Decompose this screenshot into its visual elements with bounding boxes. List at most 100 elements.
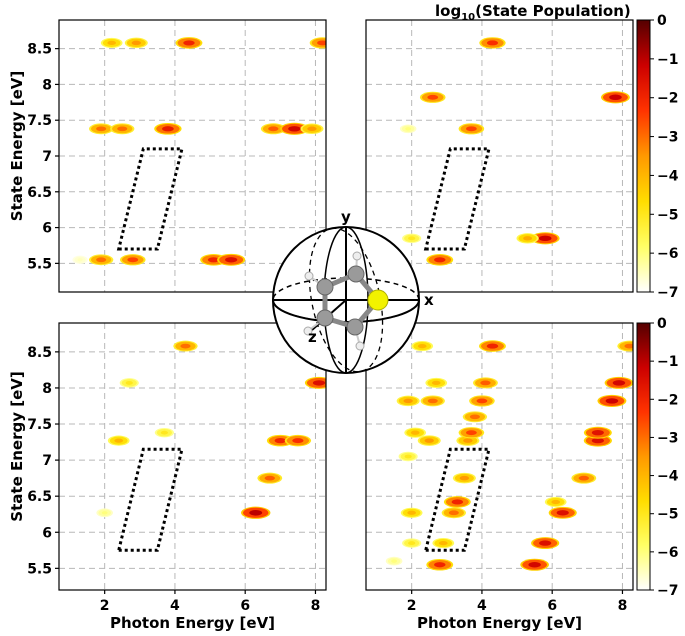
heatmap-spot <box>402 538 422 548</box>
colorbar-tick-label: −6 <box>657 246 678 262</box>
panel-bottom-right: 2 4 6 8 Photon Energy [eV] <box>365 322 634 632</box>
y-tick-label: 6.5 <box>27 185 52 201</box>
hydrogen-atom <box>304 271 314 281</box>
x-tick-label: 8 <box>311 598 321 614</box>
energy-window <box>116 147 184 251</box>
heatmap-spot <box>425 377 448 388</box>
colorbar-tick-label: −6 <box>657 545 678 561</box>
heatmap-spot <box>544 496 567 508</box>
panel-bottom-left: 5.5 6 6.5 7 7.5 8 8.5 2 4 6 8 Photon Energy [eV] Sta… <box>8 322 327 632</box>
grid <box>59 323 326 590</box>
heatmap-spot <box>531 537 560 550</box>
heatmap-spot <box>604 376 633 389</box>
heatmap-spot <box>241 506 271 519</box>
plot-frame <box>365 322 634 591</box>
x-tick-label: 4 <box>477 598 487 614</box>
y-tick-label: 8.5 <box>27 345 52 361</box>
y-tick-label: 5.5 <box>27 256 52 272</box>
heatmap-spot <box>280 122 309 135</box>
heatmap-spot <box>432 538 455 549</box>
colorbar-tick-label: 0 <box>657 316 667 332</box>
heatmap-spot <box>175 37 203 49</box>
colorbar-tick-label: −1 <box>657 354 678 370</box>
hydrogen-atom <box>303 326 313 336</box>
axis-x-label: x <box>424 291 434 309</box>
x-axis-label: Photon Energy [eV] <box>417 614 582 632</box>
heatmap-spot <box>420 395 445 407</box>
heatmap-spot <box>300 123 324 135</box>
x-axis-label: Photon Energy [eV] <box>110 614 275 632</box>
hydrogen-atom <box>352 251 362 261</box>
heatmap-spot <box>469 395 495 407</box>
heatmap-spot <box>571 472 597 484</box>
colorbar-bottom: 0 −1 −2 −3 −4 −5 −6 −7 <box>636 316 679 599</box>
y-tick-label: 6 <box>42 221 52 237</box>
heatmap-spot <box>154 427 174 438</box>
y-tick-label: 6.5 <box>27 489 52 505</box>
y-tick-label: 7.5 <box>27 113 52 129</box>
carbon-atom <box>316 309 334 327</box>
heatmap-spot <box>402 233 422 244</box>
heatmap-spot <box>124 37 148 49</box>
sulfur-atom <box>367 289 389 311</box>
heatmap-spot <box>96 508 113 518</box>
x-tick-label: 8 <box>618 598 628 614</box>
energy-window <box>423 147 491 251</box>
heatmap-spot <box>617 340 633 352</box>
heatmap-spot <box>89 123 114 135</box>
colorbar-tick-label: −1 <box>657 52 678 68</box>
heatmap-spot <box>89 254 114 266</box>
heatmap-spot <box>100 37 123 48</box>
heatmap-spot <box>530 232 560 245</box>
heatmap-spot <box>411 341 434 352</box>
heatmap-spot <box>257 472 283 484</box>
heatmap-spot <box>419 91 446 103</box>
heatmap-spot <box>462 411 488 423</box>
heatmap-spot <box>400 507 423 518</box>
heatmap-spot <box>458 123 485 135</box>
heatmap-spot <box>119 254 146 266</box>
colorbar-tick-label: −3 <box>657 130 678 146</box>
heatmap-spot <box>284 434 312 447</box>
colorbar-tick-label: −7 <box>657 583 678 599</box>
heatmap-spot <box>304 376 326 389</box>
heatmap-spot <box>597 394 627 408</box>
heatmap-spot <box>154 122 182 135</box>
heatmap-spot <box>479 37 506 49</box>
spots <box>385 340 633 571</box>
heatmap-spot <box>583 426 612 439</box>
y-tick-label: 6 <box>42 525 52 541</box>
spots <box>72 37 326 266</box>
molecule-inset: x y z <box>272 208 434 374</box>
x-tick-label: 6 <box>547 598 557 614</box>
heatmap-spot <box>479 340 506 352</box>
heatmap-spot <box>426 254 454 266</box>
heatmap-spot <box>309 37 326 49</box>
panel-top-right <box>365 19 634 293</box>
heatmap-spot <box>443 496 471 508</box>
heatmap-spot <box>399 124 417 134</box>
heatmap-spot <box>260 123 286 135</box>
x-tick-label: 2 <box>100 598 110 614</box>
grid <box>59 20 326 292</box>
colorbar-tick-label: 0 <box>657 13 667 29</box>
plot-frame <box>365 19 634 293</box>
colorbar-tick-label: −5 <box>657 507 678 523</box>
heatmap-spot <box>516 233 539 244</box>
x-tick-label: 4 <box>170 598 180 614</box>
y-tick-label: 8 <box>42 77 52 93</box>
heatmap-spot <box>452 472 476 484</box>
hydrogen-atom <box>355 341 365 351</box>
y-tick-label: 7 <box>42 453 52 469</box>
plot-area <box>59 323 326 590</box>
colorbar-tick-label: −5 <box>657 207 678 223</box>
y-axis-label: State Energy [eV] <box>8 371 26 521</box>
grid <box>366 20 633 292</box>
y-axis-label: State Energy [eV] <box>8 71 26 221</box>
heatmap-spot <box>520 558 549 571</box>
colorbar-tick-label: −4 <box>657 168 679 184</box>
colorbars: 0 −1 −2 −3 −4 −5 −6 −7 0 −1 −2 −3 −4 −5 −6 −7 <box>636 13 679 599</box>
